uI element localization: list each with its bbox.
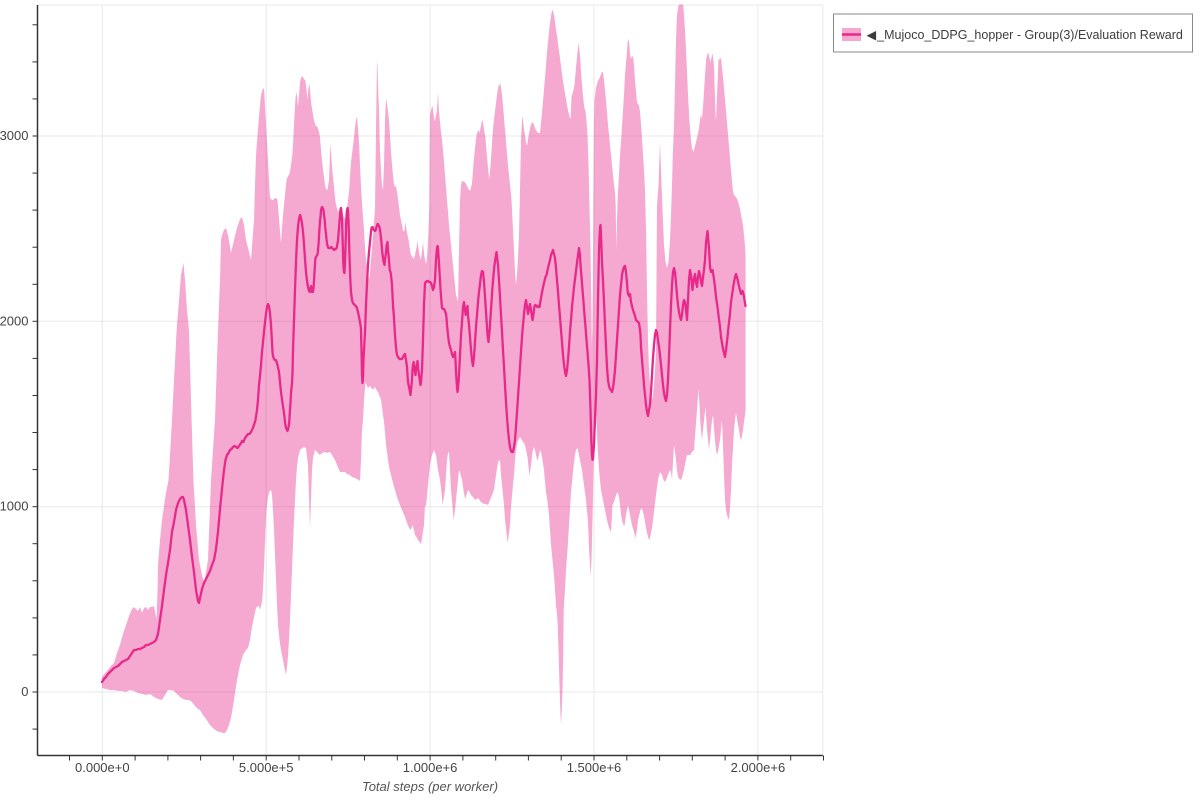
svg-text:2000: 2000 xyxy=(0,313,29,328)
svg-text:0.000e+0: 0.000e+0 xyxy=(75,760,130,775)
svg-text:0: 0 xyxy=(21,684,28,699)
svg-text:1.000e+6: 1.000e+6 xyxy=(403,760,458,775)
svg-text:1.500e+6: 1.500e+6 xyxy=(567,760,622,775)
svg-text:3000: 3000 xyxy=(0,128,29,143)
svg-text:5.000e+5: 5.000e+5 xyxy=(239,760,294,775)
svg-text:2.000e+6: 2.000e+6 xyxy=(731,760,786,775)
svg-text:Total steps (per worker): Total steps (per worker) xyxy=(362,779,498,794)
svg-text:1000: 1000 xyxy=(0,499,29,514)
svg-text:◀ _Mujoco_DDPG_hopper - Group(: ◀ _Mujoco_DDPG_hopper - Group(3)/Evaluat… xyxy=(867,28,1183,42)
